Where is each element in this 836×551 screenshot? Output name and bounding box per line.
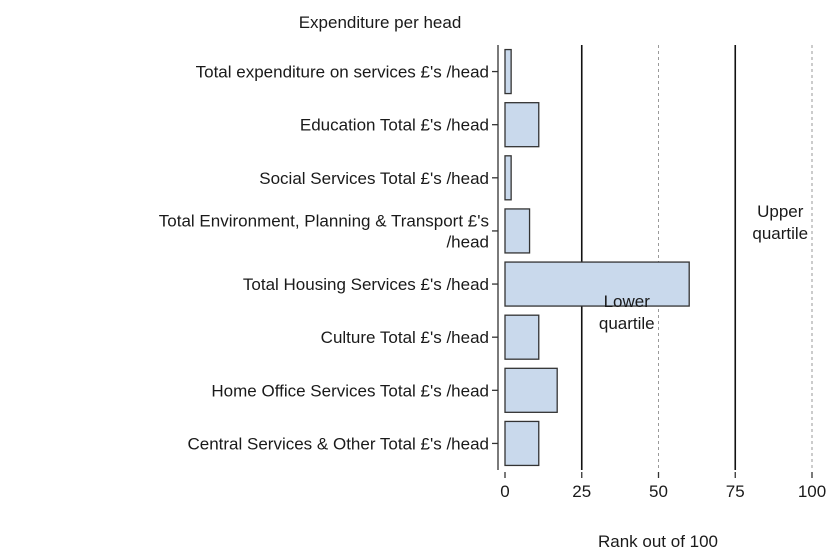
- annotation-line: Lower: [604, 292, 651, 311]
- category-label-line: Central Services & Other Total £'s /head: [187, 434, 489, 453]
- bar: [504, 208, 531, 254]
- category-label: Central Services & Other Total £'s /head: [187, 434, 489, 453]
- category-label: Home Office Services Total £'s /head: [211, 381, 489, 400]
- x-tick-label: 0: [500, 482, 509, 501]
- annotation-line: quartile: [752, 224, 808, 243]
- category-label: Social Services Total £'s /head: [259, 169, 489, 188]
- bar: [504, 420, 540, 467]
- reference-lines: [580, 45, 813, 470]
- x-tick-label: 25: [572, 482, 591, 501]
- category-label-line: /head: [446, 232, 489, 251]
- category-label-line: Total Environment, Planning & Transport …: [159, 211, 489, 230]
- tick-labels: 0 25 50 75 100: [500, 482, 826, 501]
- category-label-line: Social Services Total £'s /head: [259, 169, 489, 188]
- x-tick-label: 75: [726, 482, 745, 501]
- bars: [504, 48, 690, 467]
- x-tick-label: 50: [649, 482, 668, 501]
- x-axis-title: Rank out of 100: [598, 532, 718, 551]
- category-label-line: Home Office Services Total £'s /head: [211, 381, 489, 400]
- category-label: Total expenditure on services £'s /head: [196, 63, 489, 82]
- quartile-annotation: Upper quartile: [752, 202, 808, 243]
- category-label: Total Housing Services £'s /head: [243, 275, 489, 294]
- chart-title: Expenditure per head: [299, 13, 462, 32]
- quartile-annotation: Lower quartile: [599, 292, 655, 333]
- category-label-line: Total Housing Services £'s /head: [243, 275, 489, 294]
- annotations: Lower quartile Upper quartile: [599, 202, 808, 333]
- bar: [504, 314, 540, 360]
- bar: [504, 102, 540, 148]
- bar: [504, 367, 558, 413]
- category-label-line: Culture Total £'s /head: [321, 328, 489, 347]
- bar: [504, 155, 512, 201]
- annotation-line: Upper: [757, 202, 804, 221]
- bar: [504, 48, 512, 95]
- bar: [504, 261, 690, 307]
- category-label: Education Total £'s /head: [300, 116, 489, 135]
- category-label-line: Education Total £'s /head: [300, 116, 489, 135]
- x-tick-label: 100: [798, 482, 826, 501]
- axes: [492, 45, 813, 478]
- category-label: Total Environment, Planning & Transport …: [159, 211, 489, 251]
- category-labels: Total expenditure on services £'s /head E…: [159, 63, 489, 454]
- category-label-line: Total expenditure on services £'s /head: [196, 63, 489, 82]
- category-label: Culture Total £'s /head: [321, 328, 489, 347]
- annotation-line: quartile: [599, 314, 655, 333]
